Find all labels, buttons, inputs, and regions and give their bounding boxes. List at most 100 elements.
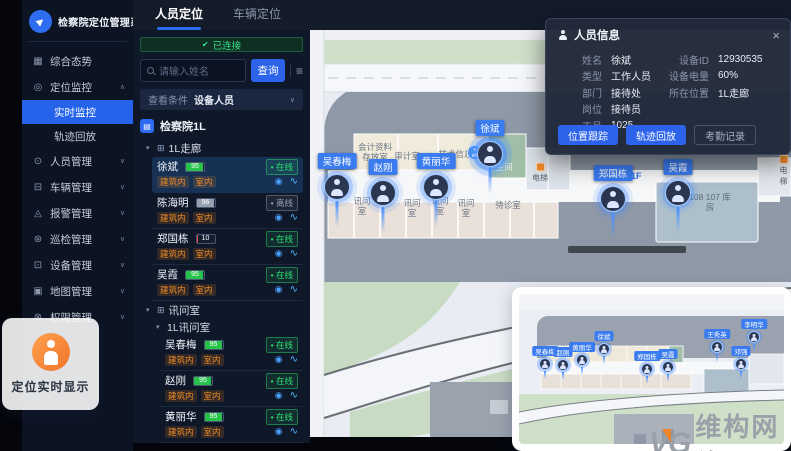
- sidebar-item-设备管理[interactable]: ⊡ 设备管理 ∨: [22, 252, 133, 278]
- chevron-down-icon: ∨: [119, 314, 125, 321]
- person-row-郑国栋[interactable]: 郑国栋 10 • 在线 建筑内 室内 ◉ ∿: [152, 229, 303, 265]
- search-input[interactable]: 请输入姓名: [140, 59, 246, 82]
- person-row-徐斌[interactable]: 徐斌 95 • 在线 建筑内 室内 ◉ ∿: [152, 157, 303, 193]
- room-label-讯问室: 讯问室: [457, 197, 475, 218]
- sidebar-item-label: 设备管理: [50, 259, 92, 272]
- tree-group-1L讯问室[interactable]: ▾ 1L讯问室: [140, 319, 303, 335]
- person-row-黄丽华[interactable]: 黄丽华 95 • 在线 建筑内 室内 ◉ ∿: [160, 407, 303, 443]
- person-row-line1: 吴霞 95 • 在线: [157, 266, 298, 283]
- popup-body: 姓名徐斌类型工作人员部门接待处岗位接待员工号1025 设备ID12930535设…: [546, 47, 790, 134]
- person-avatar: [711, 341, 723, 353]
- sidebar-item-车辆管理[interactable]: ⊟ 车辆管理 ∨: [22, 174, 133, 200]
- marker-name-chip: 黄丽华: [569, 342, 595, 352]
- sidebar-item-报警管理[interactable]: ◬ 报警管理 ∨: [22, 200, 133, 226]
- location-tag: 室内: [192, 283, 216, 296]
- person-row-吴春梅[interactable]: 吴春梅 95 • 在线 建筑内 室内 ◉ ∿: [160, 335, 303, 371]
- eye-icon[interactable]: ◉: [274, 390, 283, 400]
- location-tag: 建筑内: [157, 211, 189, 224]
- person-icon: [558, 30, 568, 40]
- map-marker-吴霞[interactable]: 吴霞: [662, 159, 694, 233]
- field-value: 工作人员: [611, 72, 651, 84]
- sidebar-item-实时监控[interactable]: 实时监控: [22, 100, 133, 124]
- status-badge: • 在线: [265, 230, 298, 247]
- view-condition-select[interactable]: 查看条件 设备人员 ∨: [140, 89, 303, 110]
- close-icon[interactable]: ×: [772, 27, 780, 43]
- track-icon[interactable]: ∿: [289, 175, 298, 187]
- person-row-赵刚[interactable]: 赵刚 95 • 在线 建筑内 室内 ◉ ∿: [160, 371, 303, 407]
- chevron-down-icon: ∨: [119, 158, 125, 165]
- room-label-讯问室: 讯问室: [353, 195, 371, 216]
- tree-group-讯问室[interactable]: ▾ ⊞ 讯问室: [140, 301, 303, 319]
- floor-note: 1F: [631, 171, 642, 181]
- sidebar-menu: ▦ 综合态势 ◎ 定位监控 ∧ 实时监控轨迹回放 ⊙ 人员管理 ∨ ⊟ 车辆管理 ∨ ◬ 报警管理 ∨ ⊛ 巡检…: [22, 48, 133, 330]
- tree-root[interactable]: ▤ 检察院1L: [140, 118, 303, 134]
- map-marker-黄丽华[interactable]: 黄丽华: [416, 153, 456, 227]
- eye-icon[interactable]: ◉: [274, 426, 283, 436]
- marker-pin: [740, 371, 742, 379]
- battery-value: 95: [191, 271, 199, 278]
- marker-pin: [381, 207, 385, 233]
- eye-icon[interactable]: ◉: [274, 284, 283, 294]
- status-badge: • 在线: [265, 408, 298, 425]
- eye-icon[interactable]: ◉: [274, 212, 283, 222]
- popup-button-位置跟踪[interactable]: 位置跟踪: [558, 125, 618, 145]
- person-row-line1: 徐斌 95 • 在线: [157, 158, 298, 175]
- marker-name-chip: 吴霞: [663, 159, 693, 175]
- tab-人员定位[interactable]: 人员定位: [155, 5, 203, 30]
- person-row-吴霞[interactable]: 吴霞 95 • 在线 建筑内 室内 ◉ ∿: [152, 265, 303, 301]
- track-icon[interactable]: ∿: [289, 247, 298, 259]
- map-marker-郑国栋[interactable]: 郑国栋 1F: [593, 165, 642, 239]
- field-label: 岗位: [582, 105, 602, 117]
- sidebar-item-人员管理[interactable]: ⊙ 人员管理 ∨: [22, 148, 133, 174]
- sidebar-item-轨迹回放[interactable]: 轨迹回放: [54, 130, 96, 143]
- positioning-monitor-icon: ◎: [33, 81, 43, 93]
- person-avatar: [662, 361, 674, 373]
- marker-name-chip: 吴春梅: [317, 153, 357, 169]
- sidebar-item-巡检管理[interactable]: ⊛ 巡检管理 ∨: [22, 226, 133, 252]
- battery-indicator: 10: [195, 233, 216, 244]
- status-badge: • 在线: [265, 158, 298, 175]
- map-marker-赵刚[interactable]: 赵刚: [367, 159, 399, 233]
- popup-field-类型: 类型 工作人员: [558, 68, 651, 85]
- minimap-marker-吴霞[interactable]: 吴霞: [658, 349, 678, 382]
- minimap-marker-赵刚[interactable]: 赵刚: [553, 347, 573, 380]
- track-icon[interactable]: ∿: [289, 283, 298, 295]
- track-icon[interactable]: ∿: [289, 389, 298, 401]
- eye-icon[interactable]: ◉: [274, 354, 283, 364]
- patrol-icon: ⊛: [33, 233, 43, 245]
- search-button[interactable]: 查询: [250, 59, 285, 82]
- minimap-marker-黄丽华[interactable]: 黄丽华: [569, 342, 595, 375]
- track-icon[interactable]: ∿: [289, 353, 298, 365]
- building-icon: ▤: [140, 119, 154, 133]
- topbar: 人员定位 车辆定位: [133, 0, 791, 30]
- sidebar-item-综合态势[interactable]: ▦ 综合态势: [22, 48, 133, 74]
- marker-name-chip: 吴霞: [658, 349, 678, 359]
- minimap-marker-徐斌[interactable]: 徐斌: [594, 331, 614, 364]
- person-row-陈海明[interactable]: 陈海明 96 • 离线 建筑内 室内 ◉ ∿: [152, 193, 303, 229]
- chevron-down-icon: ∨: [289, 96, 295, 104]
- sidebar-item-label: 地图管理: [50, 285, 92, 298]
- minimap-marker-李明华[interactable]: 李明华: [741, 319, 767, 352]
- map-marker-徐斌[interactable]: 徐斌: [474, 120, 506, 194]
- eye-icon[interactable]: ◉: [274, 176, 283, 186]
- tab-车辆定位[interactable]: 车辆定位: [233, 7, 282, 21]
- popup-button-轨迹回放[interactable]: 轨迹回放: [626, 125, 686, 145]
- minimap-marker-邓强[interactable]: 邓强: [731, 346, 751, 379]
- room-label-讯问室: 讯问室: [403, 197, 421, 218]
- minimap-marker-吴春梅[interactable]: 吴春梅: [532, 346, 558, 379]
- minimap-marker-郑国栋[interactable]: 郑国栋: [634, 351, 660, 384]
- field-label: 部门: [582, 88, 602, 100]
- track-icon[interactable]: ∿: [289, 425, 298, 437]
- marker-name-chip: 吴春梅: [532, 346, 558, 356]
- minimap-marker-王秀英[interactable]: 王秀英: [704, 329, 730, 362]
- map-marker-吴春梅[interactable]: 吴春梅: [317, 153, 357, 227]
- collapse-panel-icon[interactable]: ≡: [289, 64, 303, 77]
- app-logo-row: ▶ 检察院定位管理系统: [22, 0, 150, 41]
- eye-icon[interactable]: ◉: [274, 248, 283, 258]
- person-avatar: [598, 343, 610, 355]
- sidebar-item-地图管理[interactable]: ▣ 地图管理 ∨: [22, 278, 133, 304]
- tree-group-1L走廊[interactable]: ▾ ⊞ 1L走廊: [140, 139, 303, 157]
- sidebar-item-定位监控[interactable]: ◎ 定位监控 ∧: [22, 74, 133, 100]
- popup-button-考勤记录[interactable]: 考勤记录: [694, 125, 756, 145]
- track-icon[interactable]: ∿: [289, 211, 298, 223]
